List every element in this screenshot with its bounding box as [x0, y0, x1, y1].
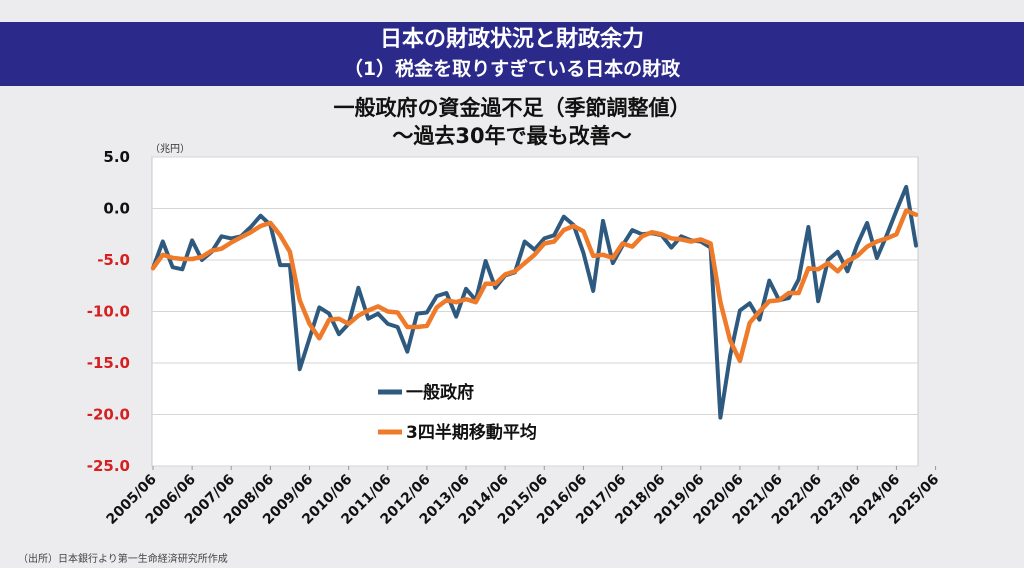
source-note: （出所）日本銀行より第一生命経済研究所作成 [18, 554, 228, 565]
chart-title: 一般政府の資金過不足（季節調整値） [333, 96, 691, 120]
series-line-general-government [151, 184, 918, 420]
banner-title: 日本の財政状況と財政余力 [379, 27, 644, 52]
x-axis: 2005/062006/062007/062008/062009/062010/… [104, 466, 942, 528]
legend: 一般政府 3四半期移動平均 [378, 382, 537, 443]
legend-label: 一般政府 [406, 382, 474, 403]
title-banner: 日本の財政状況と財政余力 （1）税金を取りすぎている日本の財政 [0, 22, 1024, 86]
grid [152, 156, 918, 467]
banner-subtitle: （1）税金を取りすぎている日本の財政 [343, 58, 681, 80]
chart-subtitle: ～過去30年で最も改善～ [392, 124, 632, 148]
y-tick-label: -15.0 [87, 354, 130, 372]
y-axis-unit: （兆円） [150, 144, 190, 155]
y-tick-label: 5.0 [103, 148, 130, 166]
y-tick-label: -10.0 [87, 303, 130, 321]
legend-label: 3四半期移動平均 [406, 422, 537, 443]
y-tick-label: 0.0 [103, 200, 130, 218]
y-tick-label: -25.0 [87, 457, 130, 475]
series-lines [150, 184, 919, 420]
y-tick-label: -5.0 [97, 251, 130, 269]
y-axis: 5.0 0.0 -5.0 -10.0 -15.0 -20.0 -25.0 [87, 148, 130, 475]
chart-title-block: 一般政府の資金過不足（季節調整値） ～過去30年で最も改善～ [0, 94, 1024, 150]
series-line-moving-average [150, 208, 919, 364]
y-tick-label: -20.0 [87, 406, 130, 424]
